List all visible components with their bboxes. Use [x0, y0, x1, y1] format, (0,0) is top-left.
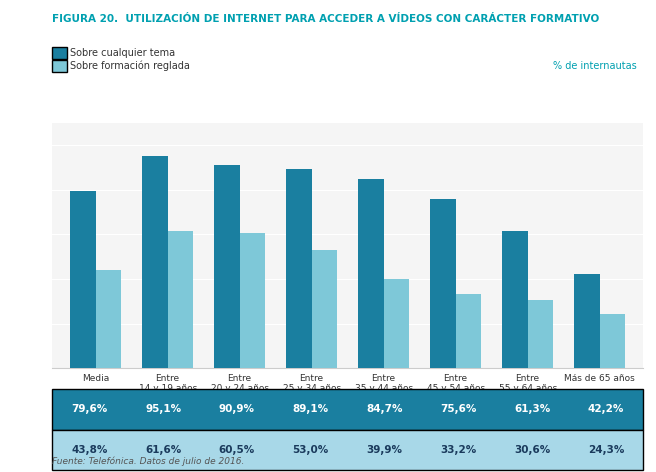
Text: 90,9%: 90,9% [219, 405, 255, 414]
Text: 89,1%: 89,1% [293, 405, 329, 414]
Text: 30,6%: 30,6% [514, 445, 550, 455]
Text: 61,3%: 61,3% [514, 405, 550, 414]
Bar [287, 169, 312, 368]
Bar [600, 314, 625, 368]
Bar [142, 156, 168, 368]
Bar [502, 231, 527, 368]
Text: 75,6%: 75,6% [440, 405, 476, 414]
Bar [358, 179, 384, 368]
Bar [456, 294, 481, 368]
Text: 39,9%: 39,9% [367, 445, 403, 455]
Text: FIGURA 20.  UTILIZACIÓN DE INTERNET PARA ACCEDER A VÍDEOS CON CARÁCTER FORMATIVO: FIGURA 20. UTILIZACIÓN DE INTERNET PARA … [52, 14, 600, 24]
Bar [312, 250, 337, 368]
Bar [527, 300, 553, 368]
Text: % de internautas: % de internautas [552, 61, 636, 71]
Bar [70, 191, 96, 368]
Text: 33,2%: 33,2% [440, 445, 476, 455]
Text: Fuente: Telefónica. Datos de julio de 2016.: Fuente: Telefónica. Datos de julio de 20… [52, 457, 245, 466]
Bar [96, 270, 121, 368]
Text: Sobre formación reglada: Sobre formación reglada [70, 61, 190, 71]
Bar [215, 165, 239, 368]
Text: 53,0%: 53,0% [293, 445, 329, 455]
Bar [384, 279, 409, 368]
Text: 84,7%: 84,7% [366, 405, 403, 414]
Bar [168, 231, 193, 368]
Text: Sobre cualquier tema: Sobre cualquier tema [70, 48, 175, 59]
Text: 61,6%: 61,6% [145, 445, 181, 455]
Bar [239, 233, 265, 368]
Bar [575, 274, 600, 368]
Bar [430, 200, 456, 368]
Text: 43,8%: 43,8% [72, 445, 108, 455]
Text: 24,3%: 24,3% [588, 445, 624, 455]
Text: 42,2%: 42,2% [588, 405, 624, 414]
Text: 60,5%: 60,5% [219, 445, 255, 455]
Text: 79,6%: 79,6% [72, 405, 108, 414]
Text: 95,1%: 95,1% [145, 405, 181, 414]
